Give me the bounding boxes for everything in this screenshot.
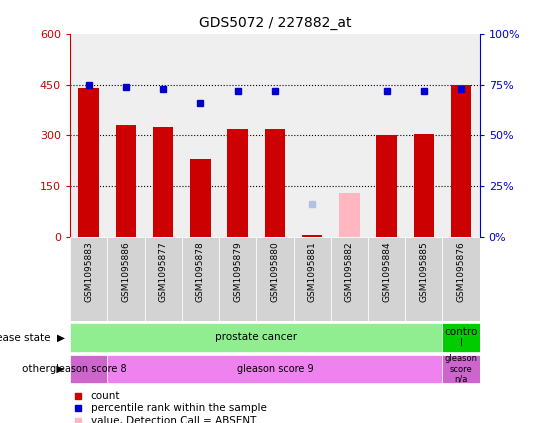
Bar <box>376 135 397 237</box>
Bar <box>443 355 480 383</box>
Text: percentile rank within the sample: percentile rank within the sample <box>91 403 266 413</box>
Bar <box>443 323 480 352</box>
Bar <box>219 237 256 321</box>
Bar <box>107 237 144 321</box>
Bar <box>182 34 219 237</box>
Bar <box>443 34 480 237</box>
Bar <box>70 237 107 321</box>
Bar <box>413 134 434 237</box>
Bar <box>368 237 405 321</box>
Bar <box>107 355 443 383</box>
Bar <box>331 34 368 237</box>
Bar <box>256 237 294 321</box>
Text: GSM1095882: GSM1095882 <box>345 241 354 302</box>
Bar <box>443 237 480 321</box>
Bar <box>405 237 443 321</box>
Bar <box>368 34 405 237</box>
Text: disease state  ▶: disease state ▶ <box>0 332 65 342</box>
Bar <box>265 129 285 237</box>
Bar <box>107 34 144 237</box>
Text: gleason score 8: gleason score 8 <box>50 364 127 374</box>
Bar <box>116 125 136 237</box>
Text: GSM1095886: GSM1095886 <box>121 241 130 302</box>
Text: gleason score 9: gleason score 9 <box>237 364 313 374</box>
Text: other  ▶: other ▶ <box>22 364 65 374</box>
Text: GSM1095880: GSM1095880 <box>271 241 279 302</box>
Text: GSM1095885: GSM1095885 <box>419 241 429 302</box>
Text: GSM1095883: GSM1095883 <box>84 241 93 302</box>
Bar <box>182 237 219 321</box>
Bar <box>294 237 331 321</box>
Text: gleason
score
n/a: gleason score n/a <box>445 354 478 384</box>
Bar <box>331 237 368 321</box>
Title: GDS5072 / 227882_at: GDS5072 / 227882_at <box>199 16 351 30</box>
Text: prostate cancer: prostate cancer <box>215 332 298 342</box>
Text: GSM1095884: GSM1095884 <box>382 241 391 302</box>
Text: GSM1095876: GSM1095876 <box>457 241 466 302</box>
Bar <box>302 235 322 237</box>
Bar <box>144 34 182 237</box>
Bar <box>70 34 107 237</box>
Bar <box>144 237 182 321</box>
Bar <box>219 34 256 237</box>
Bar <box>405 34 443 237</box>
Text: GSM1095879: GSM1095879 <box>233 241 242 302</box>
Bar <box>79 88 99 237</box>
Bar <box>190 159 211 237</box>
Bar <box>70 355 107 383</box>
Bar <box>227 129 248 237</box>
Text: contro
l: contro l <box>444 327 478 348</box>
Text: GSM1095877: GSM1095877 <box>158 241 168 302</box>
Bar <box>294 34 331 237</box>
Text: GSM1095878: GSM1095878 <box>196 241 205 302</box>
Bar <box>153 127 174 237</box>
Bar <box>451 85 471 237</box>
Bar <box>339 193 360 237</box>
Text: count: count <box>91 390 120 401</box>
Text: value, Detection Call = ABSENT: value, Detection Call = ABSENT <box>91 416 256 423</box>
Bar <box>256 34 294 237</box>
Text: GSM1095881: GSM1095881 <box>308 241 316 302</box>
